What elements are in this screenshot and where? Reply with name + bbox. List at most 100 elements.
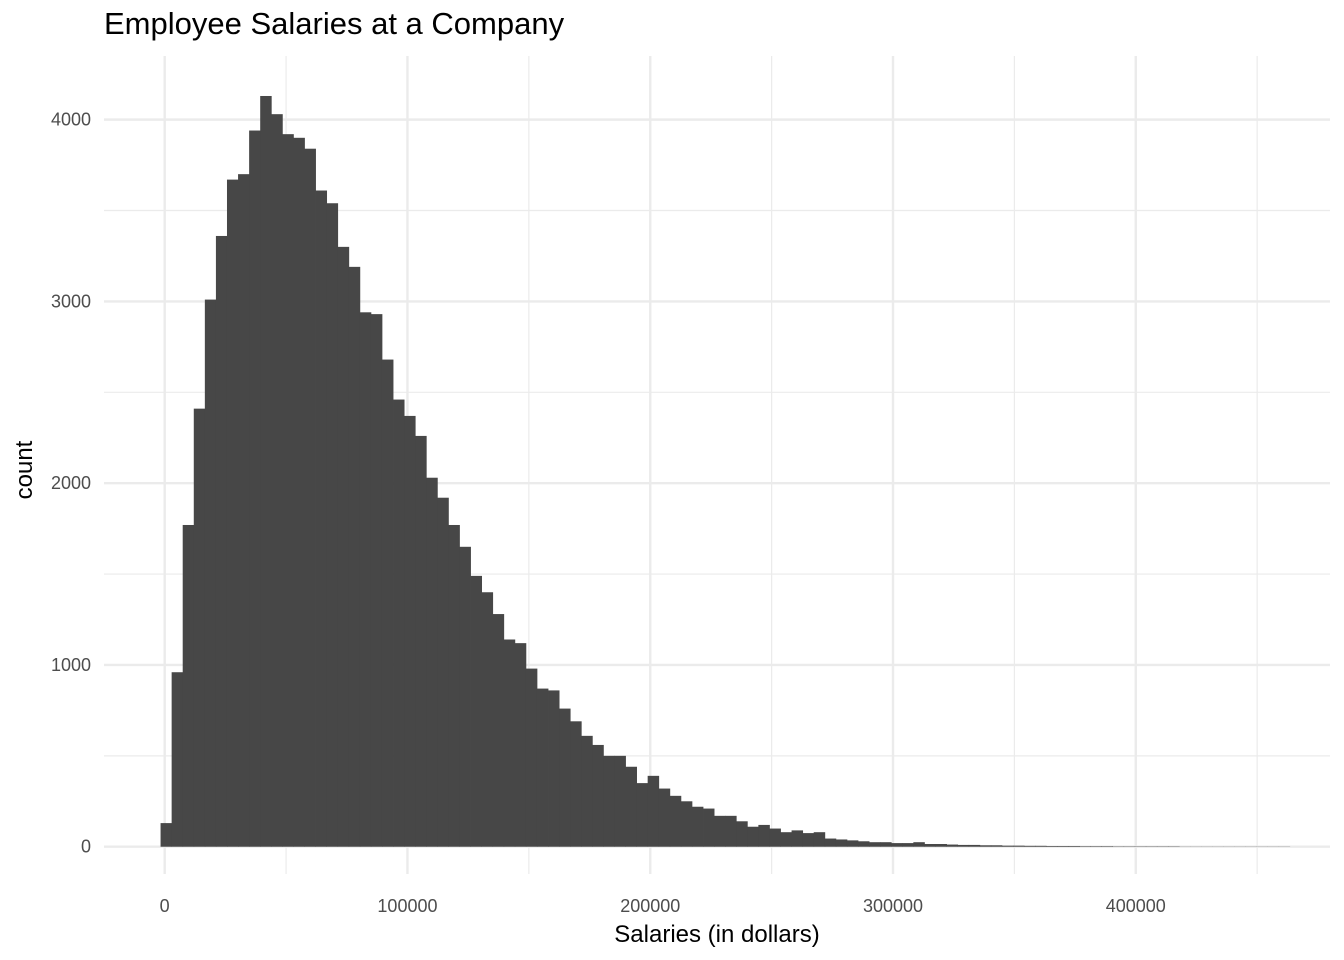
histogram-bar (957, 844, 970, 847)
histogram-bar (470, 575, 483, 847)
histogram-bar (1090, 846, 1102, 847)
histogram-bar (891, 843, 903, 847)
histogram-bar (260, 95, 272, 847)
histogram-bar (979, 845, 992, 847)
histogram-bar (249, 130, 261, 847)
histogram-bar (636, 783, 649, 847)
x-tick-label: 100000 (377, 896, 437, 916)
histogram-bar (282, 134, 294, 847)
histogram-bar (1101, 846, 1114, 847)
x-tick-label: 300000 (863, 896, 923, 916)
histogram-bar (548, 690, 560, 847)
histogram-bar (393, 399, 405, 847)
histogram-bars (160, 95, 1291, 847)
x-tick-label: 200000 (620, 896, 680, 916)
histogram-bar (503, 639, 516, 847)
histogram-bar (625, 766, 637, 847)
y-tick-label: 2000 (51, 473, 91, 493)
histogram-bar (680, 801, 693, 847)
histogram-bar (581, 735, 593, 847)
histogram-bar (614, 755, 626, 847)
histogram-bar (370, 314, 383, 847)
histogram-bar (459, 546, 471, 847)
chart-title: Employee Salaries at a Company (104, 6, 565, 41)
histogram-bar (791, 830, 804, 847)
histogram-bar (426, 477, 438, 847)
histogram-bar (525, 668, 538, 847)
histogram-bar (348, 266, 361, 847)
histogram-bar (215, 235, 228, 847)
histogram-bar (1046, 846, 1058, 847)
histogram-bar (924, 844, 936, 847)
histogram-bar (835, 839, 848, 847)
histogram-bar (415, 435, 427, 847)
histogram-bar (658, 788, 671, 847)
x-tick-label: 0 (160, 896, 170, 916)
histogram-bar (880, 842, 892, 847)
histogram-bar (725, 815, 737, 847)
histogram-bar (193, 408, 206, 847)
histogram-bar (846, 840, 859, 847)
histogram-bar (714, 815, 726, 847)
histogram-bar (902, 843, 914, 847)
histogram-bar (171, 672, 184, 847)
histogram-bar (226, 179, 239, 847)
histogram-bar (293, 137, 305, 847)
histogram-bar (769, 828, 781, 847)
histogram-bar (238, 174, 250, 847)
x-axis-title: Salaries (in dollars) (614, 921, 819, 948)
histogram-bar (736, 821, 748, 847)
histogram-bar (780, 832, 792, 847)
histogram-bar (869, 842, 881, 847)
histogram-bar (647, 775, 660, 847)
histogram-bar (204, 299, 217, 847)
histogram-bar (1079, 846, 1091, 847)
histogram-bar (514, 643, 527, 847)
histogram-bar (182, 524, 195, 847)
histogram-bar (935, 844, 947, 847)
histogram-bar (858, 841, 870, 847)
histogram-bar (1024, 845, 1036, 847)
histogram-bar (359, 312, 372, 847)
histogram-bar (492, 614, 505, 847)
histogram-bar (1001, 845, 1014, 847)
histogram-bar (559, 708, 571, 847)
y-axis-title: count (11, 440, 38, 499)
histogram-bar (990, 845, 1003, 847)
y-tick-label: 0 (81, 837, 91, 857)
histogram-bar (592, 744, 604, 847)
histogram-bar (326, 203, 339, 847)
histogram-bar (304, 148, 316, 847)
histogram-bar (1068, 846, 1080, 847)
histogram-bar (813, 832, 826, 847)
histogram-bar (1012, 845, 1025, 847)
histogram-bar (603, 755, 615, 847)
y-tick-label: 3000 (51, 291, 91, 311)
histogram-bar (381, 359, 394, 847)
histogram-bar (968, 844, 981, 847)
histogram-bar (802, 833, 815, 847)
histogram-bar (536, 688, 549, 847)
tick-labels: 0 100000 200000 300000 400000 0 1000 2000 3000 40… (51, 110, 1166, 916)
histogram-bar (691, 806, 704, 847)
histogram-bar (337, 246, 350, 847)
histogram-bar (271, 114, 283, 847)
histogram-bar (913, 842, 925, 847)
histogram-bar (747, 826, 759, 847)
histogram-bar (160, 823, 173, 847)
histogram-bar (669, 795, 682, 847)
histogram-bar (315, 190, 328, 847)
histogram-bar (481, 592, 494, 847)
histogram-bar (570, 721, 582, 847)
histogram-bar (703, 808, 715, 847)
x-tick-label: 400000 (1106, 896, 1166, 916)
y-tick-label: 4000 (51, 110, 91, 130)
histogram-bar (946, 844, 959, 847)
histogram-bar (1057, 846, 1069, 847)
y-tick-label: 1000 (51, 655, 91, 675)
histogram-bar (758, 824, 770, 847)
histogram-bar (1035, 845, 1047, 847)
histogram-bar (448, 524, 460, 847)
histogram-bar (437, 497, 449, 847)
